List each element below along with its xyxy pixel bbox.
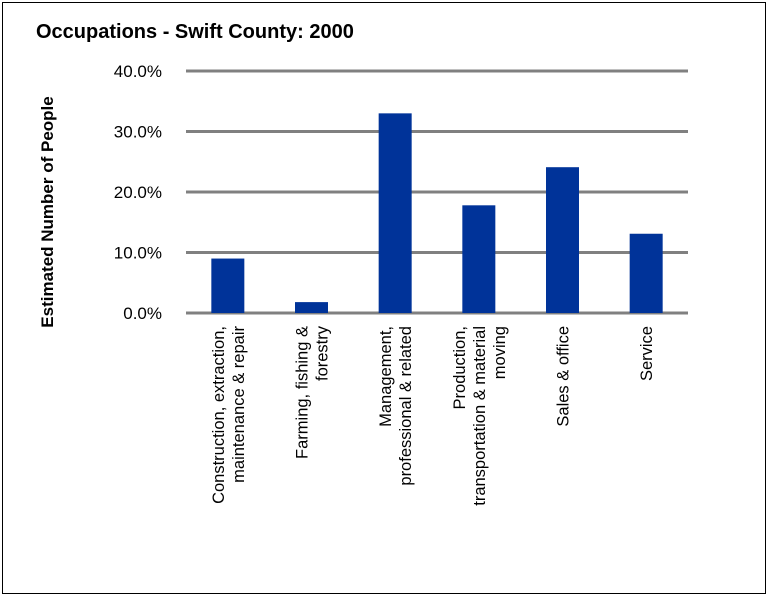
gridlines [186,69,688,315]
bar [295,302,328,313]
category-label-line: professional & related [397,326,415,486]
chart-title: Occupations - Swift County: 2000 [36,21,354,43]
y-axis-label: Estimated Number of People [38,96,57,327]
category-label: Farming, fishing & forestry [294,325,332,459]
category-label-text: Service [638,326,656,381]
bar [546,167,579,313]
category-label-text: Production, transportation & material movi… [451,326,509,506]
bar [211,258,245,313]
category-label-text: Sales & office [555,326,573,427]
category-label: Management, professional & related [377,326,415,486]
bar [629,233,663,313]
category-label-line: Construction, extraction, [210,326,228,504]
category-label-line: Service [638,326,656,381]
category-label: Construction, extraction, maintenance & r… [210,325,248,503]
y-tick-labels: 0.0% 10.0% 20.0% 30.0% 40.0% [114,62,162,323]
y-tick-label: 10.0% [114,244,162,263]
category-label-line: Sales & office [555,326,573,427]
category-label-line: transportation & material [471,326,489,506]
category-label-line: forestry [314,325,332,381]
y-tick-label: 0.0% [123,304,162,323]
category-label-line: Farming, fishing & [294,326,312,459]
category-label: Sales & office [555,326,573,427]
y-tick-label: 40.0% [114,62,162,81]
bar [378,113,412,313]
category-label: Production, transportation & material movi… [451,326,509,506]
category-label-text: Construction, extraction, maintenance & r… [210,325,248,503]
category-label-line: maintenance & repair [230,325,248,482]
category-label-line: Management, [377,326,395,427]
category-label-text: Management, professional & related [377,326,415,486]
y-tick-label: 20.0% [114,183,162,202]
bar [462,205,496,313]
category-label-text: Farming, fishing & forestry [294,325,332,459]
category-label-line: moving [491,326,509,379]
category-labels: Construction, extraction, maintenance & r… [210,325,656,506]
bars [211,113,663,313]
category-label-line: Production, [451,326,469,409]
y-tick-label: 30.0% [114,123,162,142]
category-label: Service [638,326,656,381]
